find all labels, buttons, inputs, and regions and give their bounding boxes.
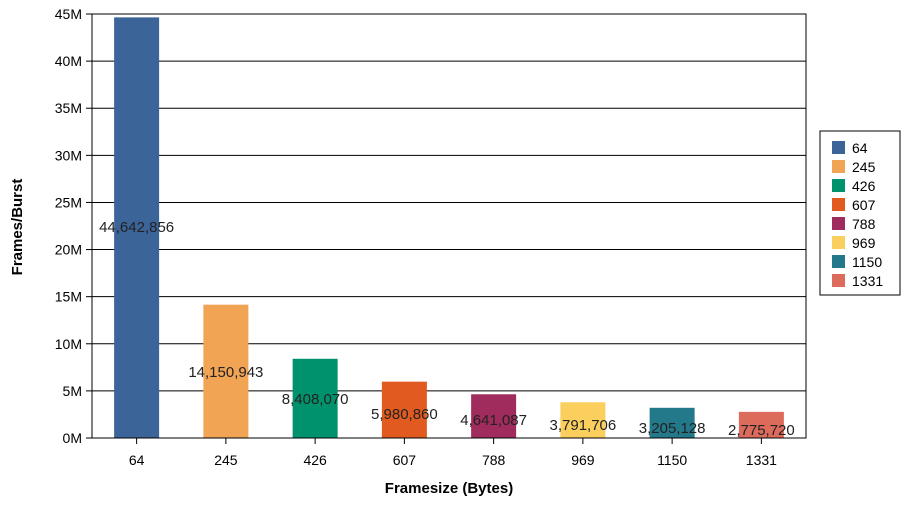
data-label: 3,791,706 [550, 417, 617, 434]
bar-969 [560, 402, 606, 438]
legend-label: 1150 [852, 254, 882, 270]
legend-swatch [832, 141, 845, 154]
y-axis-label: Frames/Burst [9, 179, 26, 276]
legend-label: 788 [852, 216, 876, 232]
legend-swatch [832, 255, 845, 268]
legend-label: 245 [852, 159, 876, 175]
y-tick-label: 20M [55, 242, 82, 258]
data-label: 44,642,856 [99, 219, 174, 236]
legend-swatch [832, 236, 845, 249]
bar-245 [203, 304, 249, 438]
bars [114, 17, 784, 439]
legend-label: 426 [852, 178, 876, 194]
legend-label: 1331 [852, 273, 883, 289]
legend-swatch [832, 179, 845, 192]
x-tick-label: 1150 [657, 452, 687, 468]
data-label: 3,205,128 [639, 420, 706, 437]
y-tick-label: 15M [55, 289, 82, 305]
x-tick-label: 788 [482, 452, 506, 468]
grid [92, 13, 806, 392]
bar-1150 [649, 407, 695, 438]
x-tick-label: 1331 [746, 452, 777, 468]
legend-swatch [832, 198, 845, 211]
y-tick-label: 40M [55, 53, 82, 69]
x-tick-label: 969 [571, 452, 595, 468]
plot-frame [91, 13, 807, 439]
data-label: 8,408,070 [282, 391, 349, 408]
x-tick-label: 64 [129, 452, 145, 468]
x-tick-label: 245 [214, 452, 238, 468]
y-tick-label: 0M [63, 430, 82, 446]
y-tick-label: 10M [55, 336, 82, 352]
data-label: 2,775,720 [728, 422, 795, 439]
bar-788 [471, 394, 517, 438]
y-tick-label: 30M [55, 147, 82, 163]
legend: 64 245 426 607 788 969 1150 1331 [819, 130, 901, 296]
data-labels: 44,642,856 14,150,943 8,408,070 5,980,860 4,… [99, 219, 795, 439]
legend-label: 64 [852, 140, 868, 156]
x-axis-label: Framesize (Bytes) [385, 480, 513, 497]
legend-label: 607 [852, 197, 876, 213]
legend-label: 969 [852, 235, 876, 251]
legend-swatch [832, 274, 845, 287]
x-tick-label: 607 [393, 452, 417, 468]
axes: 0M 5M 10M 15M 20M 25M 30M 35M 40M 45M 64 245 426 607 7… [55, 6, 807, 468]
bar-607 [381, 381, 427, 438]
data-label: 14,150,943 [188, 364, 263, 381]
y-tick-label: 5M [63, 383, 82, 399]
bar-1331 [738, 411, 784, 438]
data-label: 4,641,087 [460, 412, 527, 429]
y-tick-label: 35M [55, 100, 82, 116]
bar-426 [292, 358, 338, 438]
x-tick-label: 426 [303, 452, 327, 468]
y-tick-label: 25M [55, 194, 82, 210]
data-label: 5,980,860 [371, 406, 438, 423]
y-tick-label: 45M [55, 6, 82, 22]
bar-64 [114, 17, 160, 439]
legend-swatch [832, 160, 845, 173]
legend-swatch [832, 217, 845, 230]
